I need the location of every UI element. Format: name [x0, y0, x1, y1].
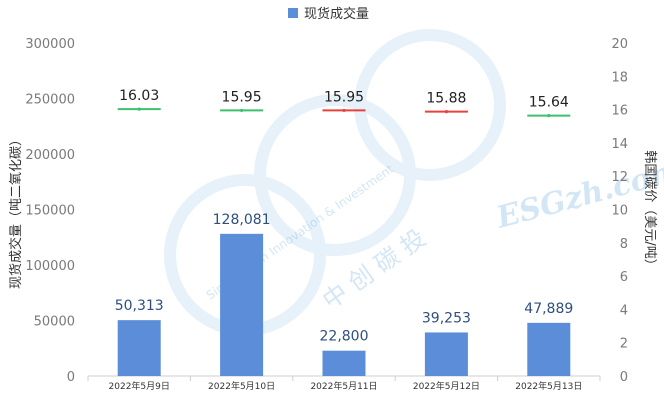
bar-value-label: 50,313 [115, 298, 164, 314]
y-right-tick-label: 6 [620, 270, 628, 285]
svg-text:ESGzh.com: ESGzh.com [492, 153, 664, 236]
y-left-tick-label: 250000 [25, 93, 75, 108]
y-right-tick-label: 4 [620, 303, 628, 318]
y-left-ticks: 0 50000 100000 150000 200000 250000 300000 [25, 37, 75, 385]
x-tick-label: 2022年5月12日 [413, 380, 480, 392]
y-right-tick-label: 18 [611, 70, 628, 85]
x-tick-label: 2022年5月10日 [208, 380, 275, 392]
price-value-label: 15.95 [222, 89, 262, 105]
bar [117, 320, 161, 376]
y-right-tick-label: 16 [611, 104, 628, 119]
bar-value-label: 39,253 [422, 310, 471, 326]
price-point [137, 107, 141, 111]
y-left-tick-label: 100000 [25, 259, 75, 274]
y-right-tick-label: 14 [611, 137, 628, 152]
y-left-axis-title: 现货成交量（吨二氧化碳） [8, 133, 24, 289]
x-tick-label: 2022年5月11日 [310, 380, 377, 392]
y-right-tick-label: 20 [611, 37, 628, 52]
x-tick-label: 2022年5月9日 [109, 380, 170, 392]
y-right-axis-title: 韩国碳价（美元/吨） [642, 150, 657, 271]
y-left-tick-label: 300000 [25, 37, 75, 52]
price-markers: 16.03 15.95 15.95 15.88 15.64 [117, 88, 571, 118]
y-right-tick-label: 10 [611, 204, 628, 219]
bar-value-label: 47,889 [524, 301, 573, 317]
y-right-tick-label: 12 [611, 170, 628, 185]
price-point [444, 109, 448, 114]
bar [527, 322, 571, 376]
x-tick-label: 2022年5月13日 [515, 380, 582, 392]
price-point [240, 108, 244, 113]
price-value-label: 15.95 [324, 89, 364, 105]
price-value-label: 16.03 [119, 88, 159, 104]
bar [424, 332, 468, 376]
price-value-label: 15.64 [529, 95, 569, 111]
y-left-tick-label: 0 [67, 370, 75, 385]
legend-swatch [288, 8, 298, 18]
bar [322, 350, 366, 376]
bar-value-label: 128,081 [213, 212, 271, 228]
y-left-tick-label: 50000 [34, 315, 75, 330]
y-left-tick-label: 150000 [25, 204, 75, 219]
y-left-tick-label: 200000 [25, 148, 75, 163]
price-point [547, 113, 551, 118]
legend: 现货成交量 [288, 6, 369, 22]
x-axis-ticks: 2022年5月9日 2022年5月10日 2022年5月11日 2022年5月12日 2… [87, 376, 601, 392]
legend-label: 现货成交量 [304, 6, 369, 22]
y-right-tick-label: 8 [620, 237, 628, 252]
y-right-tick-label: 0 [620, 370, 628, 385]
bar [220, 233, 264, 376]
y-right-ticks: 0 2 4 6 8 10 12 14 16 18 20 [611, 37, 628, 385]
price-value-label: 15.88 [426, 91, 466, 107]
y-right-tick-label: 2 [620, 337, 628, 352]
bar-value-label: 22,800 [320, 329, 369, 345]
bars: 50,313 128,081 22,800 39,253 47,889 [115, 212, 573, 376]
price-point [342, 108, 346, 113]
